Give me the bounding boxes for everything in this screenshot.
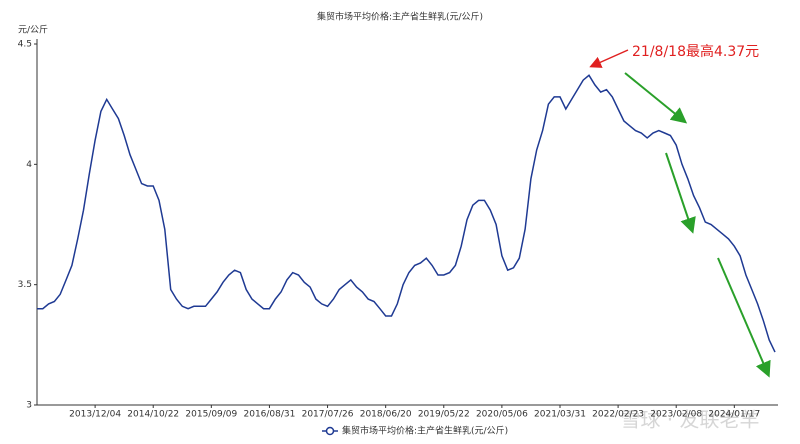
x-tick-label: 2024/01/17 <box>708 410 760 420</box>
watermark: 雪球 · 友联老羊 <box>620 408 759 432</box>
x-tick-label: 2016/08/31 <box>244 410 296 420</box>
y-tick-label: 4 <box>26 160 32 170</box>
chart-title: 集贸市场平均价格:主产省生鲜乳(元/公斤) <box>317 11 483 23</box>
x-tick-label: 2015/09/09 <box>185 410 237 420</box>
x-tick-label: 2023/02/08 <box>650 410 702 420</box>
legend-label: 集贸市场平均价格:主产省生鲜乳(元/公斤) <box>342 425 508 437</box>
annotation: 21/8/18最高4.37元 <box>632 43 759 60</box>
x-tick-label: 2018/06/20 <box>360 410 412 420</box>
trend-arrow <box>665 152 696 234</box>
x-tick-label: 2017/07/26 <box>302 410 354 420</box>
trend-arrow <box>624 72 688 124</box>
y-tick-label: 3 <box>26 401 32 411</box>
annotation-arrow <box>589 49 629 68</box>
x-tick-label: 2013/12/04 <box>69 410 121 420</box>
data-line <box>37 74 776 353</box>
x-tick-label: 2020/05/06 <box>476 410 528 420</box>
y-tick-label: 4.5 <box>18 40 32 50</box>
y-axis-label: 元/公斤 <box>18 25 48 36</box>
x-tick-label: 2021/03/31 <box>534 410 586 420</box>
trend-arrow <box>717 257 771 378</box>
x-tick-label: 2019/05/22 <box>418 410 470 420</box>
x-tick-label: 2022/02/23 <box>592 410 644 420</box>
y-tick-label: 3.5 <box>18 280 32 290</box>
x-tick-label: 2014/10/22 <box>127 410 179 420</box>
legend-marker <box>325 426 335 436</box>
